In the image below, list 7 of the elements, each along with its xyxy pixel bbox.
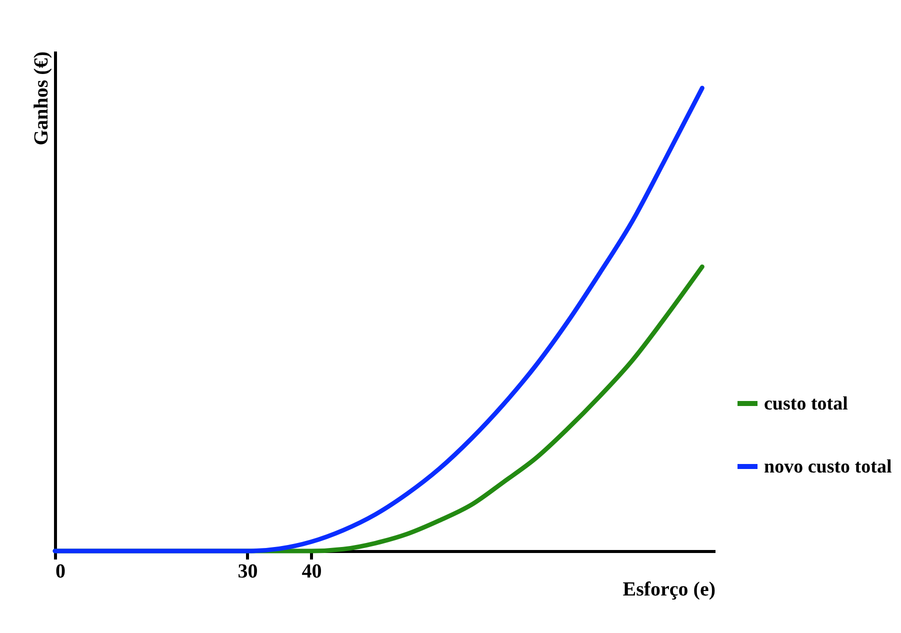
y-axis-title: Ganhos (€) [30, 52, 52, 146]
legend-label: novo custo total [764, 456, 892, 478]
x-tick-label: 0 [56, 560, 66, 582]
x-tick-label: 30 [238, 560, 258, 582]
legend-label: custo total [764, 394, 848, 414]
x-tick-label: 40 [302, 560, 322, 582]
x-axis-title: Esforço (e) [622, 578, 716, 600]
